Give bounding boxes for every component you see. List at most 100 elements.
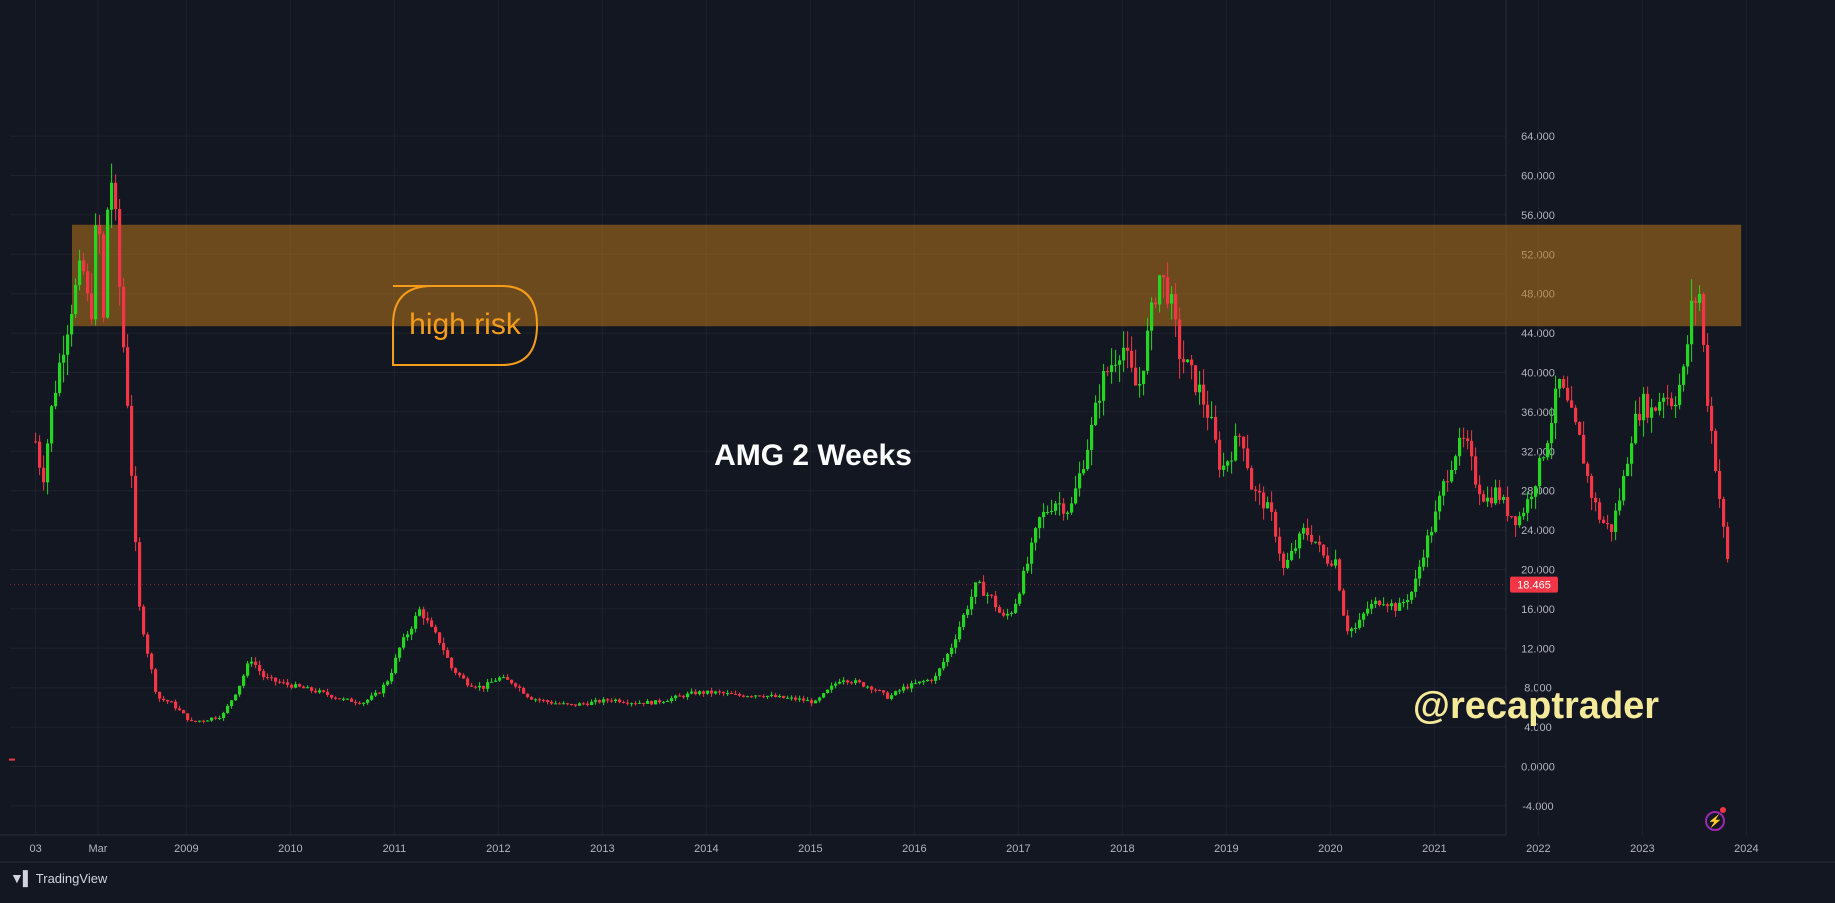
candle-body: [1634, 413, 1638, 444]
candle-body: [206, 720, 210, 722]
x-tick-label: 2018: [1110, 843, 1134, 855]
candle-body: [446, 650, 450, 658]
candle-body: [1210, 416, 1214, 418]
candle-body: [918, 681, 922, 684]
candle-body: [1346, 615, 1350, 632]
candle-body: [226, 705, 230, 713]
candle-body: [554, 703, 558, 705]
candle-body: [1518, 516, 1522, 526]
candle-body: [1562, 379, 1566, 388]
candle-body: [1138, 384, 1142, 386]
candle-body: [222, 712, 226, 719]
candle-body: [1030, 542, 1034, 564]
candle-body: [1178, 319, 1182, 359]
candle-body: [582, 703, 586, 705]
candle-body: [562, 703, 566, 705]
x-axis: 03 Mar 2009 2010 2011 2012 2013 2014 2015 2016 201…: [29, 0, 1759, 855]
candle-body: [1422, 557, 1426, 567]
candle-body: [1002, 612, 1006, 616]
candle-body: [1482, 494, 1486, 502]
candle-body: [902, 686, 906, 691]
candle-body: [638, 702, 642, 704]
candle-body: [826, 689, 830, 694]
candle-body: [1626, 463, 1630, 476]
candle-body: [786, 697, 790, 699]
candle-body: [1206, 404, 1210, 418]
candle-body: [842, 680, 846, 682]
candle-body: [1630, 443, 1634, 464]
candle-body: [54, 392, 58, 407]
candle-body: [90, 293, 94, 320]
candle-body: [1402, 602, 1406, 604]
candle-body: [1690, 300, 1694, 345]
candle-body: [1110, 365, 1114, 372]
candle-body: [1490, 497, 1494, 504]
candle-body: [430, 620, 434, 627]
candle-body: [510, 679, 514, 684]
candle-body: [914, 683, 918, 685]
candle-body: [1434, 511, 1438, 532]
candle-body: [706, 690, 710, 694]
candle-body: [1294, 548, 1298, 551]
candle-body: [954, 639, 958, 648]
candle-body: [1038, 517, 1042, 529]
candle-body: [210, 717, 214, 721]
candle-body: [1594, 497, 1598, 503]
candle-body: [1166, 277, 1170, 304]
candle-body: [834, 683, 838, 686]
candle-body: [702, 691, 706, 694]
candle-body: [154, 669, 158, 692]
candle-body: [1726, 526, 1730, 559]
candle-body: [286, 682, 290, 685]
candle-body: [506, 677, 510, 680]
candle-body: [406, 634, 410, 638]
candle-body: [1566, 387, 1570, 401]
candle-body: [254, 661, 258, 666]
tradingview-logo[interactable]: ▼▌ TradingView: [10, 870, 107, 886]
candle-body: [138, 542, 142, 607]
candle-body: [930, 679, 934, 681]
candle-body: [118, 209, 122, 287]
candle-body: [42, 467, 46, 483]
candle-body: [734, 693, 738, 695]
candle-body: [1714, 430, 1718, 472]
candle-body: [606, 699, 610, 701]
candle-body: [1578, 422, 1582, 435]
candle-body: [1218, 439, 1222, 470]
candle-body: [1614, 510, 1618, 532]
candle-body: [1414, 578, 1418, 592]
high-risk-callout[interactable]: [392, 285, 539, 366]
candle-body: [1106, 371, 1110, 373]
candle-body: [546, 700, 550, 702]
candle-body: [1082, 469, 1086, 474]
candle-body: [1694, 300, 1698, 303]
candle-body: [490, 681, 494, 683]
candle-body: [454, 668, 458, 673]
candle-body: [270, 677, 274, 679]
high-risk-zone[interactable]: [72, 224, 1742, 327]
candle-body: [78, 260, 82, 285]
candle-body: [1282, 553, 1286, 568]
candle-body: [894, 691, 898, 696]
lightning-icon[interactable]: ⚡: [1705, 811, 1725, 831]
candle-body: [1430, 531, 1434, 536]
candle-body: [418, 609, 422, 616]
candle-body: [906, 686, 910, 689]
candle-body: [1590, 476, 1594, 498]
candle-body: [1098, 400, 1102, 403]
candle-body: [322, 690, 326, 692]
candle-body: [166, 700, 170, 702]
candle-body: [986, 594, 990, 596]
candle-body: [1698, 293, 1702, 303]
candle-body: [1238, 435, 1242, 437]
candle-body: [710, 690, 714, 694]
candle-body: [202, 720, 206, 722]
candle-body: [1090, 424, 1094, 450]
candle-body: [910, 683, 914, 689]
candle-body: [474, 686, 478, 688]
candle-body: [738, 694, 742, 696]
x-tick-label: 2011: [383, 843, 407, 855]
